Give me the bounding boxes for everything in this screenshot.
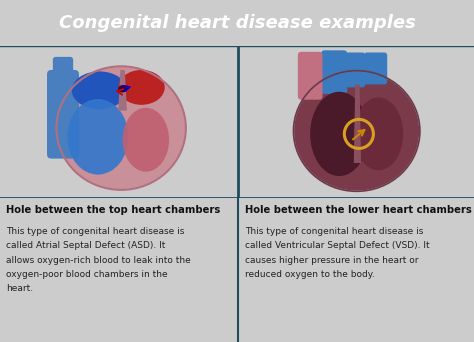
FancyBboxPatch shape (47, 70, 79, 159)
Ellipse shape (57, 67, 185, 189)
Ellipse shape (118, 70, 165, 105)
Ellipse shape (310, 92, 368, 176)
Ellipse shape (294, 71, 419, 190)
Text: Hole between the top heart chambers: Hole between the top heart chambers (6, 205, 220, 215)
Polygon shape (118, 70, 127, 111)
Polygon shape (354, 84, 361, 163)
Text: This type of congenital heart disease is
called Atrial Septal Defect (ASD). It
a: This type of congenital heart disease is… (6, 227, 191, 293)
Ellipse shape (72, 71, 127, 109)
FancyBboxPatch shape (321, 50, 347, 94)
Ellipse shape (354, 97, 403, 170)
Ellipse shape (123, 108, 169, 172)
FancyBboxPatch shape (364, 53, 387, 84)
Ellipse shape (67, 99, 128, 175)
Text: Congenital heart disease examples: Congenital heart disease examples (59, 14, 415, 32)
Text: Hole between the lower heart chambers: Hole between the lower heart chambers (245, 205, 471, 215)
Ellipse shape (118, 85, 127, 92)
FancyBboxPatch shape (53, 57, 73, 89)
FancyBboxPatch shape (298, 52, 322, 100)
Text: This type of congenital heart disease is
called Ventricular Septal Defect (VSD).: This type of congenital heart disease is… (245, 227, 429, 279)
FancyBboxPatch shape (345, 53, 365, 88)
